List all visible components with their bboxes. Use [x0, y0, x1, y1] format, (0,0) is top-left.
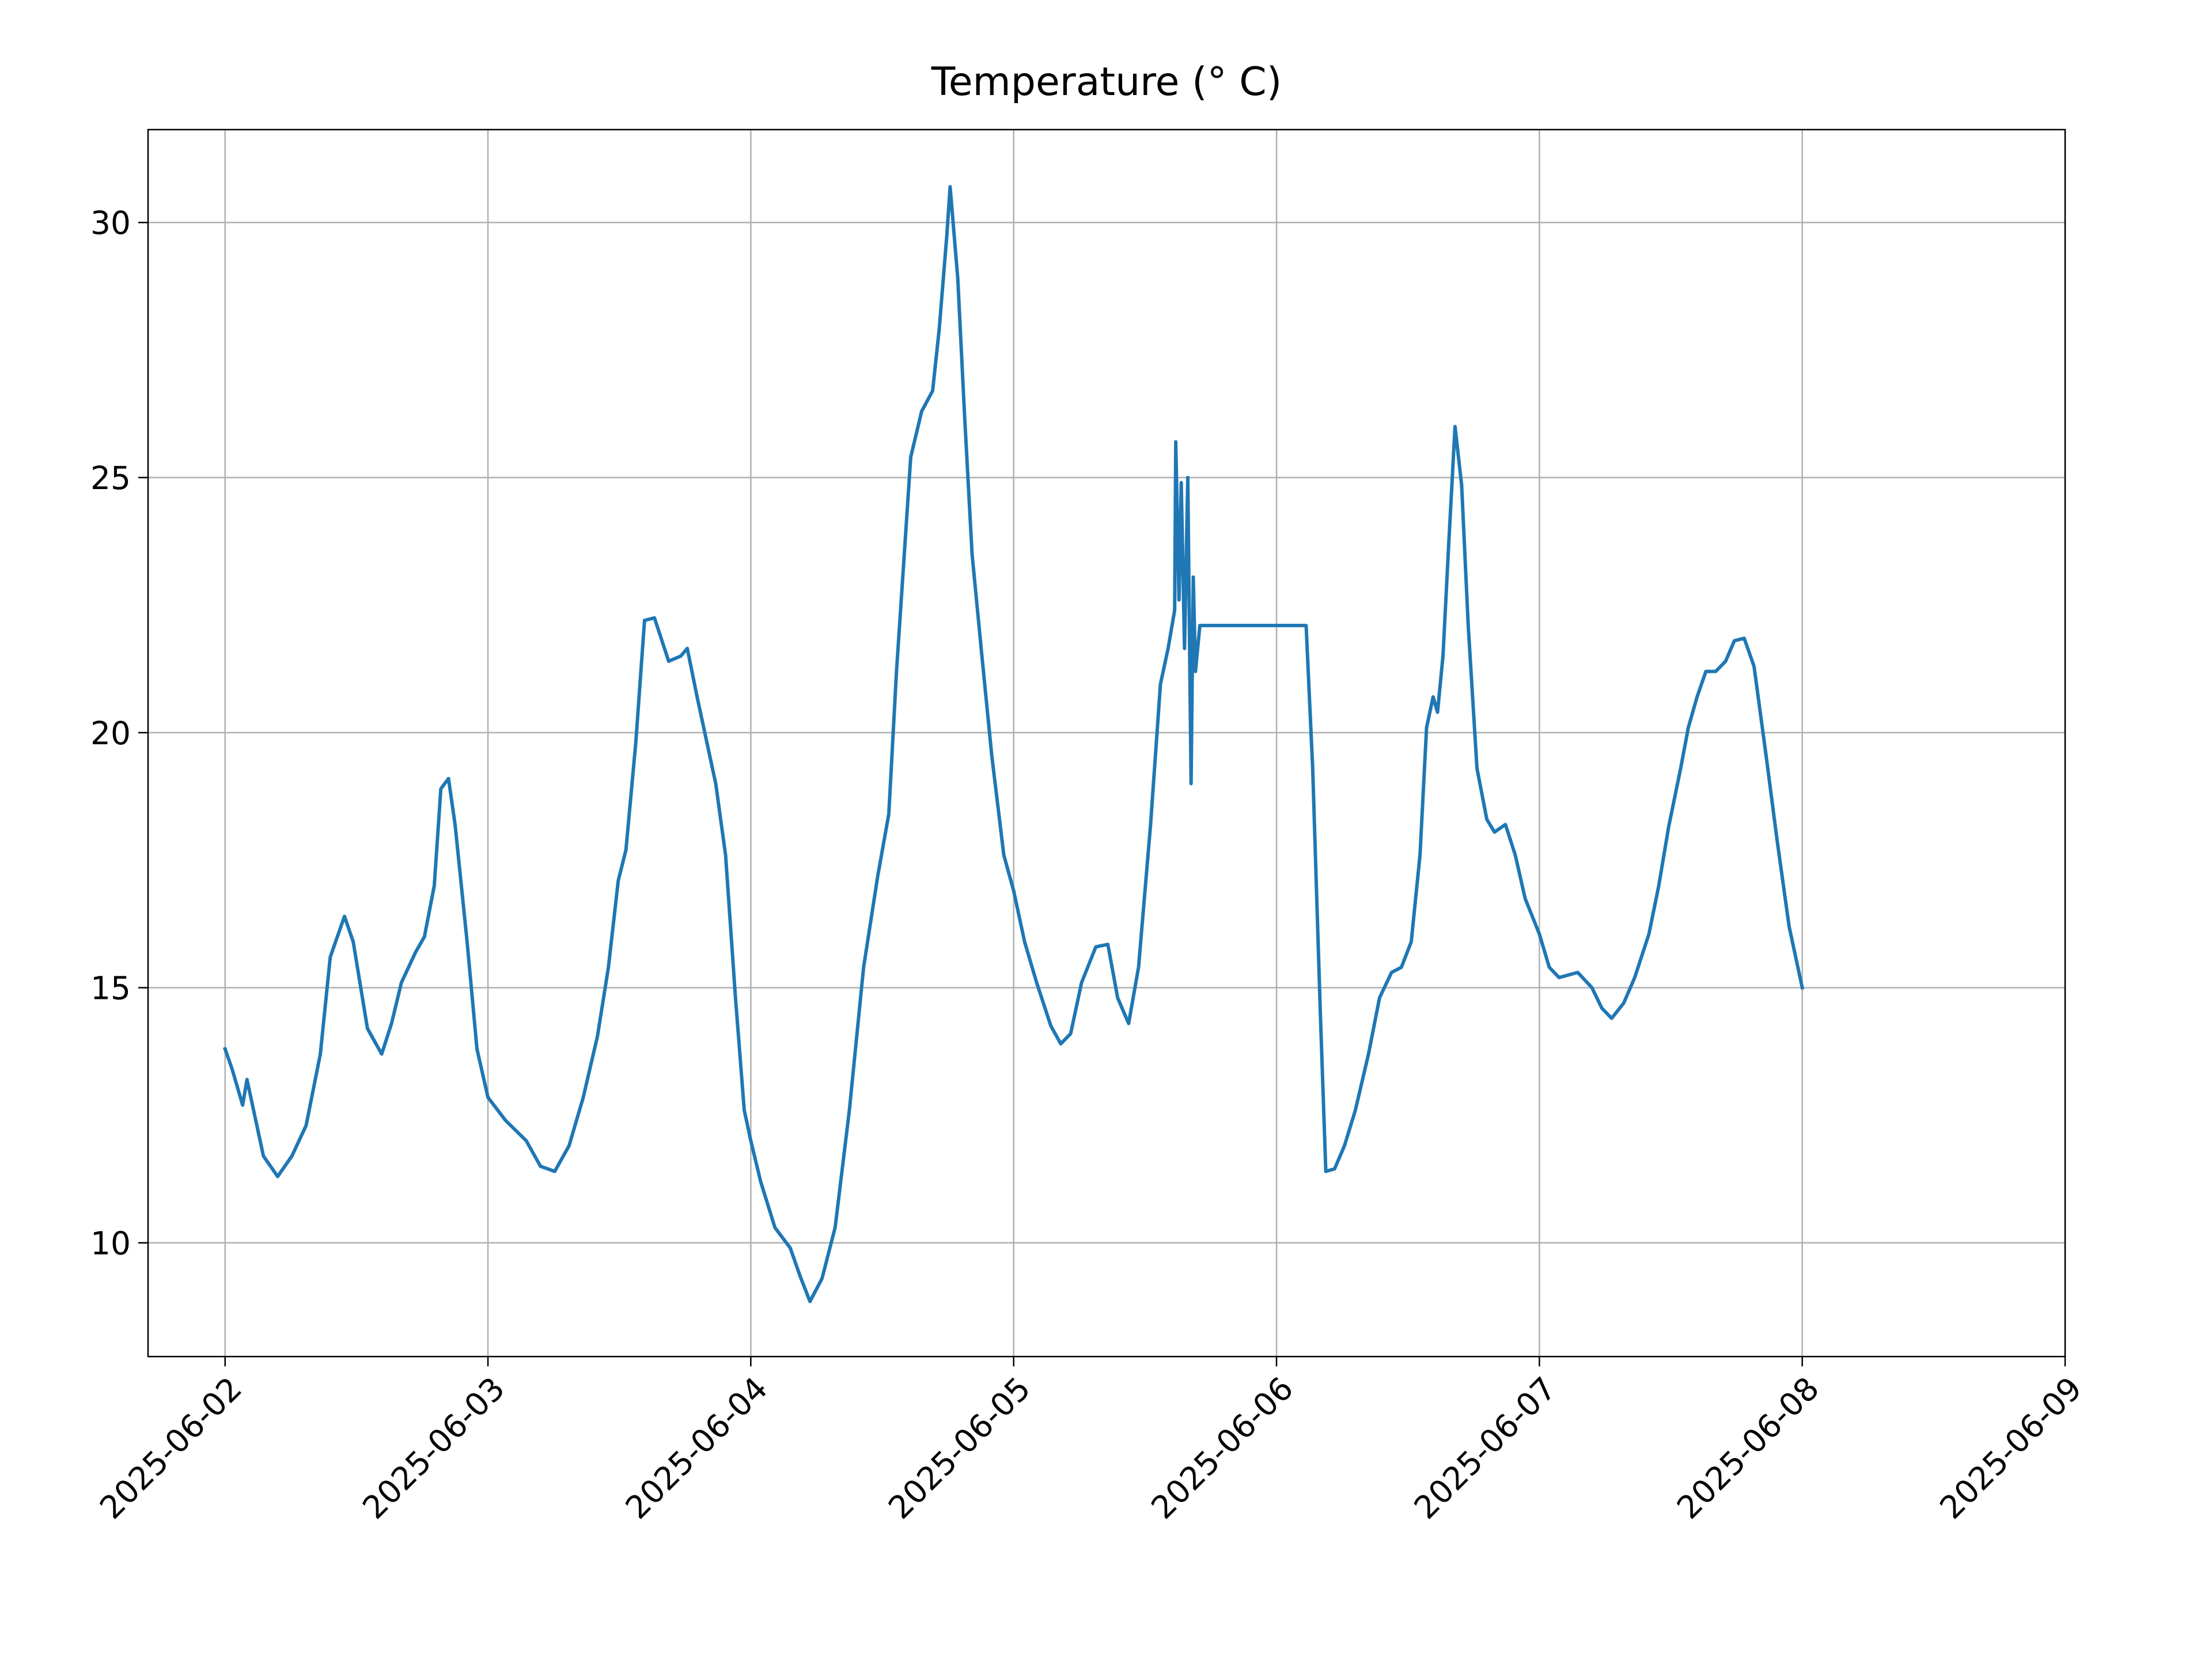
- plot-frame: [147, 128, 2066, 1358]
- y-tick-label: 15: [90, 970, 131, 1007]
- y-tick-label: 25: [90, 460, 131, 497]
- y-tick-label: 20: [90, 715, 131, 752]
- chart-title: Temperature (° C): [931, 59, 1282, 105]
- y-tick-label: 30: [90, 204, 131, 241]
- temperature-line: [222, 185, 1805, 1304]
- y-tick-label: 10: [90, 1225, 131, 1262]
